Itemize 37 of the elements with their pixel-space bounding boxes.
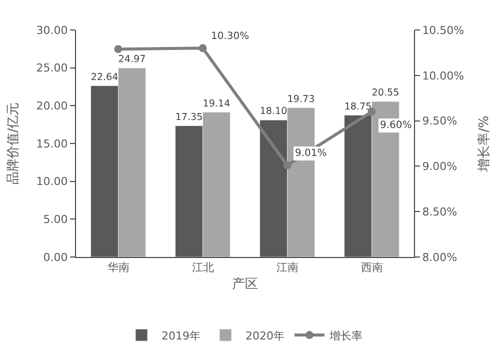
y-tick-label: 25.00 (36, 62, 68, 75)
y2-tick-label: 10.50% (422, 24, 464, 37)
point (283, 161, 292, 170)
point (198, 44, 207, 52)
y-tick-label: 10.00 (36, 175, 68, 188)
x-tick-label: 江南 (276, 261, 298, 274)
data-label: 19.14 (202, 98, 230, 110)
x-tick-label: 西南 (360, 261, 383, 274)
data-label: 17.35 (175, 112, 203, 123)
y2-tick-label: 9.50% (422, 114, 458, 128)
y-axis-title: 品牌价值/亿元 (6, 102, 22, 185)
y2-tick-label: 10.00% (422, 69, 464, 82)
point (114, 45, 122, 54)
y2-tick-label: 8.00% (422, 250, 458, 264)
data-label: 18.10 (260, 106, 288, 118)
legend-label: 增长率 (328, 329, 362, 342)
legend-label: 2020年 (246, 329, 284, 342)
y-tick-label: 30.00 (36, 24, 68, 37)
data-label: 22.64 (90, 72, 118, 83)
x-axis-title: 产区 (232, 276, 258, 292)
data-label: 18.75 (344, 101, 372, 112)
legend-label: 2019年 (162, 329, 200, 342)
data-label: 9.60% (380, 120, 412, 131)
data-label: 10.30% (211, 31, 250, 42)
data-label: 24.97 (118, 54, 146, 66)
data-label: 19.73 (287, 94, 315, 105)
y2-axis-title: 增长率/% (476, 116, 492, 172)
y2-tick-label: 9.00% (422, 160, 458, 174)
x-tick-label: 华南 (107, 261, 130, 274)
y-tick-label: 15.00 (36, 137, 68, 150)
y-tick-label: 20.00 (36, 100, 68, 113)
y-tick-label: 5.00 (43, 213, 68, 226)
y2-tick-label: 8.50% (422, 205, 458, 218)
y-tick-label: 0.00 (43, 250, 68, 264)
data-label: 9.01% (295, 148, 327, 159)
x-tick-label: 江北 (192, 261, 214, 274)
data-label: 20.55 (372, 88, 400, 99)
